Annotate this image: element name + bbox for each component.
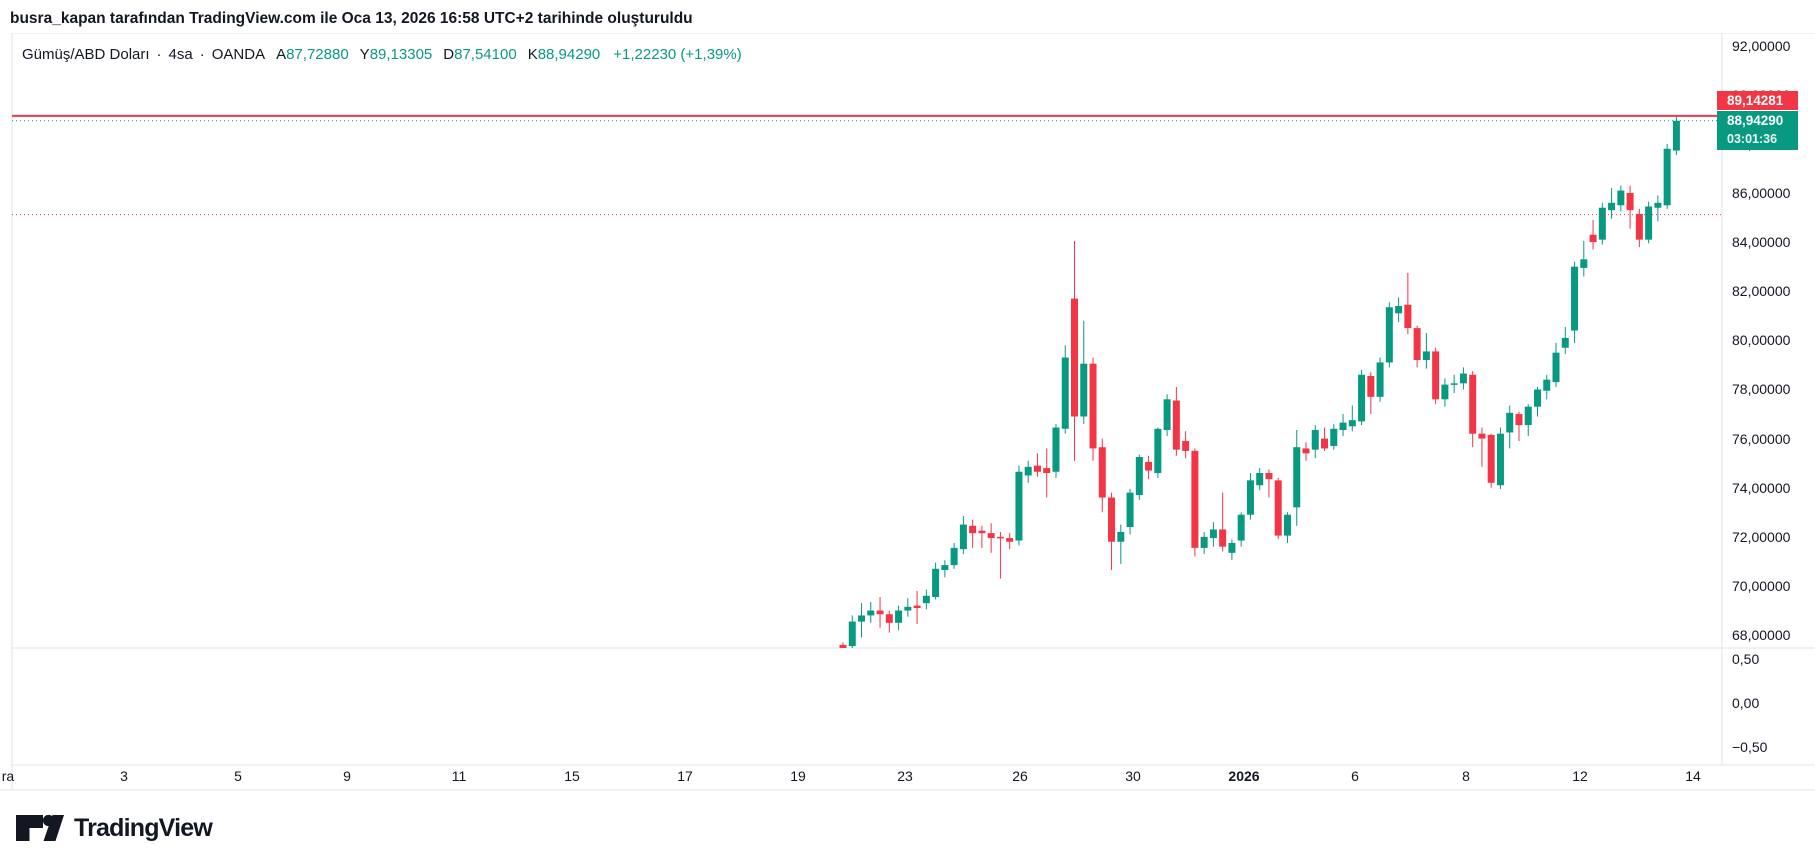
price-label-current: 88,94290 03:01:36 [1717, 111, 1798, 150]
price-tick: 72,00000 [1732, 528, 1791, 545]
high-line-price: 89,14281 [1727, 93, 1784, 108]
tradingview-logo-icon [16, 814, 64, 841]
indicator-tick: 0,50 [1732, 651, 1760, 667]
indicator-tick: −0,50 [1732, 739, 1768, 755]
interval-value[interactable]: 4sa [168, 46, 193, 63]
open-field: A87,72880 [276, 46, 349, 63]
indicator-tick: 0,00 [1732, 695, 1760, 711]
time-tick: 11 [451, 768, 467, 784]
time-tick: 14 [1685, 768, 1701, 784]
chart-area: Gümüş/ABD Doları · 4sa · OANDA A87,72880… [0, 33, 1815, 791]
time-tick: 30 [1125, 768, 1141, 784]
time-tick: 3 [120, 768, 128, 784]
price-tick: 70,00000 [1732, 577, 1791, 594]
price-tick: 76,00000 [1732, 430, 1791, 447]
time-tick: 15 [564, 768, 580, 784]
time-tick: 23 [897, 768, 913, 784]
price-tick: 92,00000 [1732, 37, 1791, 54]
price-tick: 80,00000 [1732, 332, 1791, 349]
candlestick-chart [0, 33, 1815, 791]
time-tick: 2026 [1228, 768, 1260, 784]
time-tick: 8 [1462, 768, 1470, 784]
tradingview-logo[interactable]: TradingView [14, 810, 213, 846]
exchange-name[interactable]: OANDA [211, 46, 266, 63]
time-tick: ra [1, 768, 15, 784]
price-tick: 78,00000 [1732, 381, 1791, 398]
price-lines [12, 114, 1722, 216]
price-tick: 84,00000 [1732, 234, 1791, 251]
symbol-legend[interactable]: Gümüş/ABD Doları · 4sa · OANDA A87,72880… [22, 46, 742, 63]
candles [839, 116, 1680, 648]
legend-separator: · [199, 46, 205, 63]
time-tick: 19 [790, 768, 806, 784]
time-tick: 6 [1351, 768, 1359, 784]
chart-borders [0, 33, 1815, 791]
price-tick: 68,00000 [1732, 627, 1791, 644]
price-tick: 86,00000 [1732, 185, 1791, 201]
time-tick: 5 [234, 768, 242, 784]
time-tick: 9 [343, 768, 351, 784]
bar-countdown: 03:01:36 [1727, 132, 1778, 146]
price-tick: 82,00000 [1732, 283, 1791, 300]
change-value: +1,22230 (+1,39%) [613, 46, 742, 63]
price-label-high-line: 89,14281 [1717, 91, 1798, 110]
symbol-name[interactable]: Gümüş/ABD Doları [22, 46, 150, 63]
low-field: D87,54100 [443, 46, 517, 63]
price-tick: 74,00000 [1732, 479, 1791, 496]
time-tick: 26 [1012, 768, 1028, 784]
time-tick: 17 [677, 768, 693, 784]
close-field: K88,94290 [527, 46, 601, 63]
tradingview-logo-text: TradingView [74, 813, 213, 842]
high-field: Y89,13305 [359, 46, 433, 63]
current-price: 88,94290 [1727, 113, 1784, 128]
attribution-text: busra_kapan tarafından TradingView.com i… [10, 10, 693, 27]
time-tick: 12 [1572, 768, 1588, 784]
legend-separator: · [156, 46, 162, 63]
